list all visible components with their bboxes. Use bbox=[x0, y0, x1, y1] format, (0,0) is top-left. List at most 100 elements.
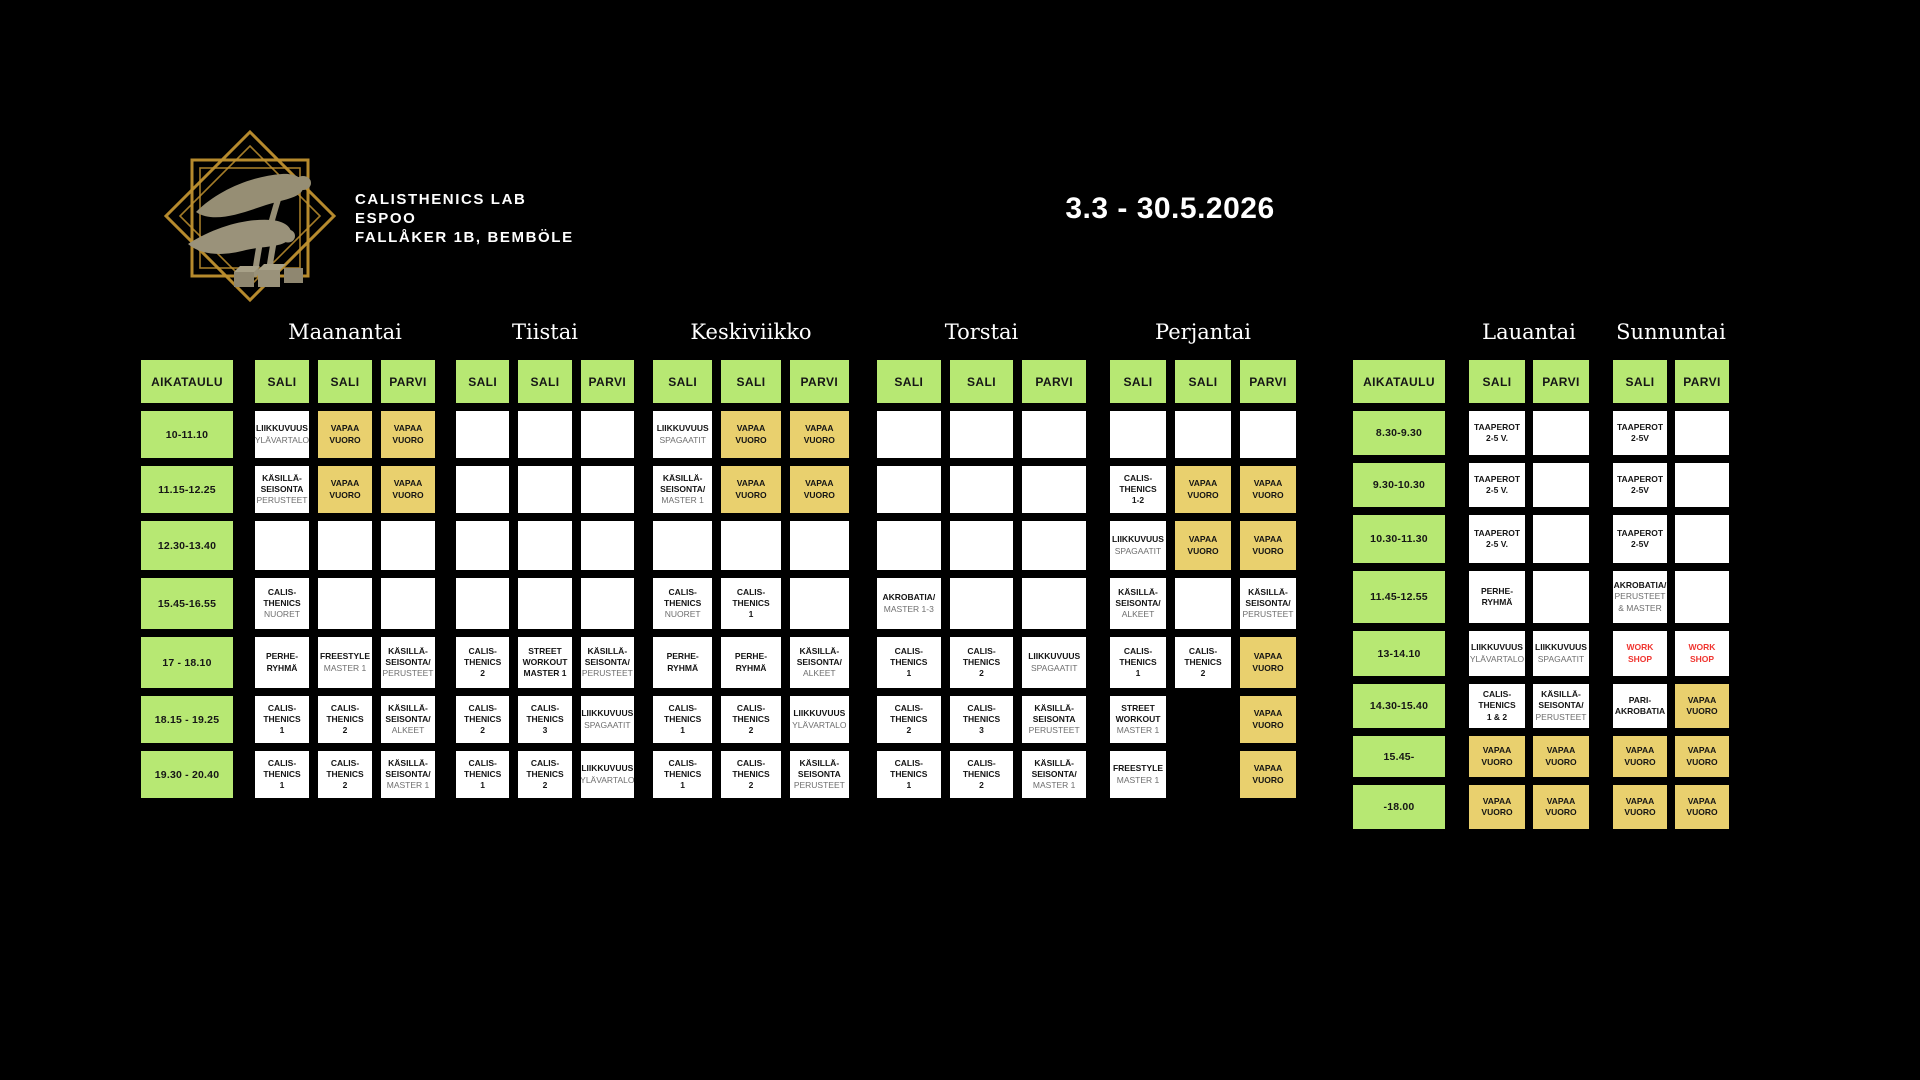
cell-text: CALIS- bbox=[1123, 472, 1153, 483]
cell-text: 17 - 18.10 bbox=[162, 656, 212, 669]
empty-class-cell bbox=[456, 521, 510, 570]
cell-text: THENICS bbox=[664, 768, 702, 779]
cell-perjantai-r6c3: VAPAA VUORO bbox=[1240, 696, 1296, 743]
cell-text: 1 & 2 bbox=[1486, 711, 1508, 722]
time-cell: 10.30-11.30 bbox=[1353, 515, 1445, 563]
day-title-torstai: Torstai bbox=[944, 320, 1019, 344]
cell-tiistai-r7c1: CALIS- THENICS 1 bbox=[456, 751, 510, 798]
time-cell: 14.30-15.40 bbox=[1353, 684, 1445, 728]
cell-text: VUORO bbox=[803, 489, 835, 500]
cell-text: 2-5 V. bbox=[1486, 485, 1508, 495]
cell-text: VAPAA bbox=[1188, 478, 1218, 489]
cell-text: VAPAA bbox=[805, 423, 834, 434]
cell-text: PERUSTEET bbox=[1614, 591, 1666, 602]
cell-text: VAPAA bbox=[1546, 795, 1576, 806]
cell-text: VUORO bbox=[1686, 706, 1718, 716]
empty-class-cell bbox=[1675, 515, 1729, 563]
cell-text: 1 bbox=[906, 668, 912, 679]
cell-text: PARVI bbox=[1683, 374, 1721, 389]
cell-text: PARVI bbox=[1249, 374, 1287, 389]
cell-text: CALIS- bbox=[967, 645, 996, 656]
cell-text: YLÄVARTALO bbox=[792, 719, 847, 730]
cell-text: 11.45-12.55 bbox=[1370, 591, 1428, 603]
empty-class-cell bbox=[580, 411, 634, 458]
cell-text: VAPAA bbox=[1546, 745, 1576, 756]
cell-text: LIIKKUVUUS bbox=[581, 708, 634, 719]
cell-text: TAAPEROT bbox=[1473, 473, 1521, 484]
cell-text: 2 bbox=[342, 725, 348, 736]
empty-class-cell bbox=[1533, 463, 1589, 507]
cell-text: CALIS- bbox=[267, 586, 297, 597]
cell-text: VUORO bbox=[1252, 719, 1284, 730]
cell-text: CALIS- bbox=[1482, 689, 1512, 700]
cell-text: SEISONTA/ bbox=[1115, 597, 1161, 608]
cell-text: LIIKKUVUUS bbox=[793, 708, 846, 719]
cell-text: VAPAA bbox=[393, 423, 423, 434]
cell-perjantai-r2c1: CALIS- THENICS 1-2 bbox=[1110, 466, 1166, 513]
cell-torstai-r7c1: CALIS- THENICS 1 bbox=[877, 751, 941, 798]
cell-keskiviikko-r7c1: CALIS- THENICS 1 bbox=[653, 751, 713, 798]
cell-text: THENICS bbox=[1119, 483, 1157, 494]
cell-text: MASTER 1 bbox=[323, 662, 367, 673]
acrobats-logo-icon bbox=[163, 129, 337, 303]
cell-text: THENICS bbox=[526, 713, 564, 724]
cell-text: VUORO bbox=[1187, 489, 1219, 500]
cell-tiistai-r7c2: CALIS- THENICS 2 bbox=[518, 751, 572, 798]
day-block-lauantai: SALI PARVI TAAPEROT 2-5 V. TAAPEROT 2-5 V. TAA… bbox=[1469, 360, 1589, 829]
cell-keskiviikko-r5c2: PERHE- RYHMÄ bbox=[721, 637, 781, 688]
cell-text: THENICS bbox=[890, 656, 928, 667]
cell-text: NUORET bbox=[264, 609, 300, 620]
cell-text: 2 bbox=[1200, 668, 1206, 679]
empty-class-cell bbox=[255, 521, 309, 570]
cell-torstai-r5c3: LIIKKUVUUS SPAGAATIT bbox=[1022, 637, 1086, 688]
empty-class-cell bbox=[789, 578, 849, 629]
cell-text: 3 bbox=[542, 725, 548, 736]
cell-text: AIKATAULU bbox=[1363, 374, 1435, 389]
cell-text: PERHE- bbox=[666, 651, 699, 662]
cell-text: RYHMÄ bbox=[667, 662, 699, 673]
empty-class-cell bbox=[518, 578, 572, 629]
cell-text: VAPAA bbox=[1253, 478, 1283, 489]
cell-text: VAPAA bbox=[805, 478, 834, 489]
empty-class-cell bbox=[580, 466, 634, 513]
cell-perjantai-r2c2: VAPAA VUORO bbox=[1175, 466, 1231, 513]
time-cell: 8.30-9.30 bbox=[1353, 411, 1445, 455]
cell-text: SPAGAATIT bbox=[1114, 545, 1162, 556]
cell-text: KÄSILLÄ- bbox=[1248, 586, 1288, 597]
cell-text: THENICS bbox=[890, 713, 928, 724]
cell-text: CALIS- bbox=[894, 757, 923, 768]
cell-text: 1 bbox=[480, 780, 486, 791]
empty-class-cell bbox=[789, 521, 849, 570]
cell-text: TAAPEROT bbox=[1473, 527, 1521, 538]
time-cell: 13-14.10 bbox=[1353, 631, 1445, 676]
cell-keskiviikko-r5c1: PERHE- RYHMÄ bbox=[653, 637, 713, 688]
cell-text: MASTER 1 bbox=[1116, 725, 1160, 736]
cell-text: MASTER 1 bbox=[661, 495, 704, 506]
empty-class-cell bbox=[456, 578, 510, 629]
cell-tiistai-r7c3: LIIKKUVUUS YLÄVARTALO bbox=[580, 751, 634, 798]
cell-text: CALIS- bbox=[267, 757, 297, 768]
cell-text: YLÄVARTALO bbox=[255, 434, 309, 445]
cell-text: VUORO bbox=[1545, 807, 1577, 817]
empty-class-cell bbox=[949, 411, 1014, 458]
cell-text: LIIKKUVUUS bbox=[1471, 642, 1523, 653]
cell-maanantai-r5c1: PERHE- RYHMÄ bbox=[255, 637, 309, 688]
cell-text: CALIS- bbox=[1188, 645, 1218, 656]
empty-class-cell bbox=[877, 521, 941, 570]
cell-torstai-r7c3: KÄSILLÄ- SEISONTA/MASTER 1 bbox=[1022, 751, 1086, 798]
cell-text: KÄSILLÄ- bbox=[388, 702, 428, 713]
cell-text: RYHMÄ bbox=[735, 662, 767, 673]
cell-perjantai-r3c2: VAPAA VUORO bbox=[1175, 521, 1231, 570]
cell-text: 1 bbox=[748, 609, 754, 620]
cell-text: STREET bbox=[1121, 702, 1155, 713]
cell-text: 1 bbox=[1135, 668, 1141, 679]
day-title-keskiviikko: Keskiviikko bbox=[690, 320, 812, 344]
cell-text: VUORO bbox=[1252, 662, 1284, 673]
cell-text: VAPAA bbox=[393, 478, 423, 489]
cell-keskiviikko-r2c3: VAPAA VUORO bbox=[789, 466, 849, 513]
empty-class-cell bbox=[580, 521, 634, 570]
cell-text: SPAGAATIT bbox=[584, 719, 631, 730]
empty-class-cell bbox=[456, 411, 510, 458]
cell-text: KÄSILLÄ- bbox=[388, 645, 428, 656]
cell-text: PERUSTEET bbox=[1535, 711, 1587, 722]
